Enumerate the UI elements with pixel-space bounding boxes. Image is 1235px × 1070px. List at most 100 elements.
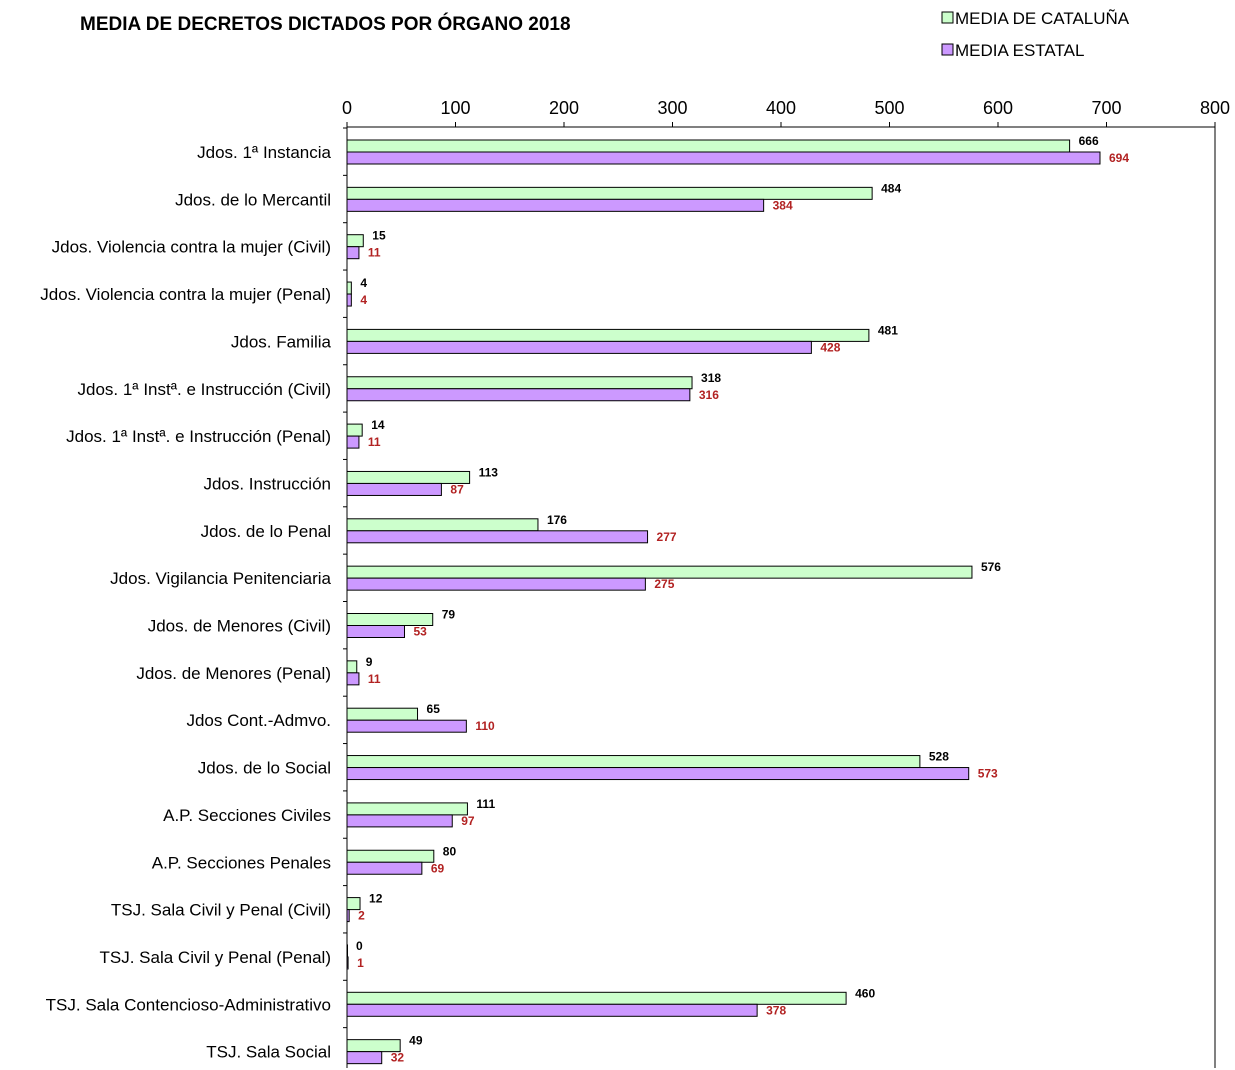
data-label-estatal: 11 [368, 672, 381, 686]
category-label: Jdos. de lo Social [198, 759, 331, 778]
bar-estatal [346, 246, 360, 260]
data-label-estatal: 11 [368, 435, 381, 449]
data-label-cataluna: 79 [442, 608, 456, 622]
legend-label-estatal: MEDIA ESTATAL [955, 41, 1084, 60]
x-tick-label: 400 [766, 98, 796, 118]
data-label-cataluna: 484 [881, 181, 901, 195]
bar-cataluna [346, 802, 468, 816]
bar-estatal [346, 861, 423, 875]
x-tick-label: 200 [549, 98, 579, 118]
bar-estatal [346, 1003, 758, 1017]
data-label-estatal: 384 [773, 198, 793, 212]
bar-cataluna [346, 897, 361, 911]
x-tick-label: 700 [1091, 98, 1121, 118]
bar-cataluna [346, 707, 419, 721]
data-label-estatal: 378 [766, 1003, 786, 1017]
legend: MEDIA DE CATALUÑA MEDIA ESTATAL [941, 9, 1130, 60]
category-labels: Jdos. 1ª Instancia Jdos. de lo Mercantil J… [40, 143, 331, 1062]
data-label-estatal: 4 [360, 293, 367, 307]
category-label: Jdos Cont.-Admvo. [186, 711, 331, 730]
x-tick-label: 600 [983, 98, 1013, 118]
data-label-cataluna: 176 [547, 513, 567, 527]
bar-cataluna [346, 139, 1071, 153]
x-tick-label: 100 [440, 98, 470, 118]
bar-estatal [346, 198, 765, 212]
data-label-estatal: 32 [391, 1051, 405, 1065]
bar-estatal [346, 482, 442, 496]
category-label: Jdos. de Menores (Penal) [136, 664, 331, 683]
bar-estatal [346, 1051, 383, 1065]
data-label-estatal: 1 [357, 956, 364, 970]
x-tick-label: 0 [342, 98, 352, 118]
data-label-cataluna: 80 [443, 844, 457, 858]
bar-cataluna [346, 186, 873, 200]
bar-cataluna [346, 565, 973, 579]
data-label-cataluna: 14 [371, 418, 385, 432]
data-label-cataluna: 113 [479, 465, 499, 479]
data-label-estatal: 110 [475, 719, 495, 733]
data-label-cataluna: 481 [878, 323, 898, 337]
legend-swatch-estatal [941, 43, 954, 56]
bar-cataluna [346, 281, 352, 295]
data-label-cataluna: 15 [372, 229, 386, 243]
bar-estatal [346, 530, 649, 544]
bars: 666 694 484 384 15 11 4 4 481 428 318 316 14 11 113 87 1… [346, 134, 1129, 1065]
x-tick-label: 800 [1200, 98, 1230, 118]
category-label: Jdos. de lo Mercantil [175, 190, 331, 209]
bar-cataluna [346, 234, 364, 248]
bar-estatal [346, 956, 349, 970]
bar-cataluna [346, 518, 539, 532]
data-label-cataluna: 576 [981, 560, 1001, 574]
category-label: Jdos. Violencia contra la mujer (Civil) [52, 238, 331, 257]
category-label: TSJ. Sala Social [206, 1043, 331, 1062]
category-label: Jdos. Violencia contra la mujer (Penal) [40, 285, 331, 304]
data-label-estatal: 11 [368, 246, 381, 260]
category-label: A.P. Secciones Penales [152, 853, 331, 872]
data-label-cataluna: 49 [409, 1034, 423, 1048]
bar-estatal [346, 814, 453, 828]
bar-estatal [346, 767, 970, 781]
data-label-cataluna: 12 [369, 892, 383, 906]
bar-estatal [346, 719, 467, 733]
category-label: Jdos. de lo Penal [201, 522, 331, 541]
data-label-cataluna: 666 [1079, 134, 1099, 148]
data-label-estatal: 97 [461, 814, 475, 828]
bar-estatal [346, 672, 360, 686]
bar-cataluna [346, 755, 921, 769]
data-label-estatal: 53 [414, 625, 428, 639]
data-label-estatal: 694 [1109, 151, 1129, 165]
data-label-cataluna: 9 [366, 655, 373, 669]
legend-swatch-cataluna [941, 11, 954, 24]
category-label: Jdos. de Menores (Civil) [148, 617, 331, 636]
category-label: A.P. Secciones Civiles [163, 806, 331, 825]
category-label: TSJ. Sala Contencioso-Administrativo [46, 995, 331, 1014]
category-label: TSJ. Sala Civil y Penal (Civil) [111, 901, 331, 920]
data-label-cataluna: 460 [855, 986, 875, 1000]
bar-cataluna [346, 660, 358, 674]
bar-cataluna [346, 423, 363, 437]
bar-cataluna [346, 376, 693, 390]
bar-estatal [346, 435, 360, 449]
x-tick-label: 300 [657, 98, 687, 118]
category-label: TSJ. Sala Civil y Penal (Penal) [100, 948, 331, 967]
bar-estatal [346, 625, 406, 638]
bar-cataluna [346, 328, 870, 342]
data-label-cataluna: 65 [427, 702, 441, 716]
bar-estatal [346, 340, 812, 354]
data-label-estatal: 69 [431, 861, 445, 875]
category-label: Jdos. 1ª Instª. e Instrucción (Civil) [78, 380, 332, 399]
bar-estatal [346, 577, 646, 591]
category-label: Jdos. 1ª Instancia [197, 143, 331, 162]
data-label-cataluna: 0 [356, 939, 363, 953]
chart-title: MEDIA DE DECRETOS DICTADOS POR ÓRGANO 20… [80, 13, 571, 35]
data-label-estatal: 87 [450, 482, 464, 496]
category-label: Jdos. 1ª Instª. e Instrucción (Penal) [66, 427, 331, 446]
data-label-estatal: 428 [820, 340, 840, 354]
bar-estatal [346, 151, 1101, 165]
data-label-estatal: 573 [978, 767, 998, 781]
data-label-estatal: 277 [657, 530, 677, 544]
legend-label-cataluna: MEDIA DE CATALUÑA [955, 9, 1130, 28]
data-label-cataluna: 528 [929, 750, 949, 764]
bar-estatal [346, 909, 350, 923]
x-tick-label: 500 [874, 98, 904, 118]
